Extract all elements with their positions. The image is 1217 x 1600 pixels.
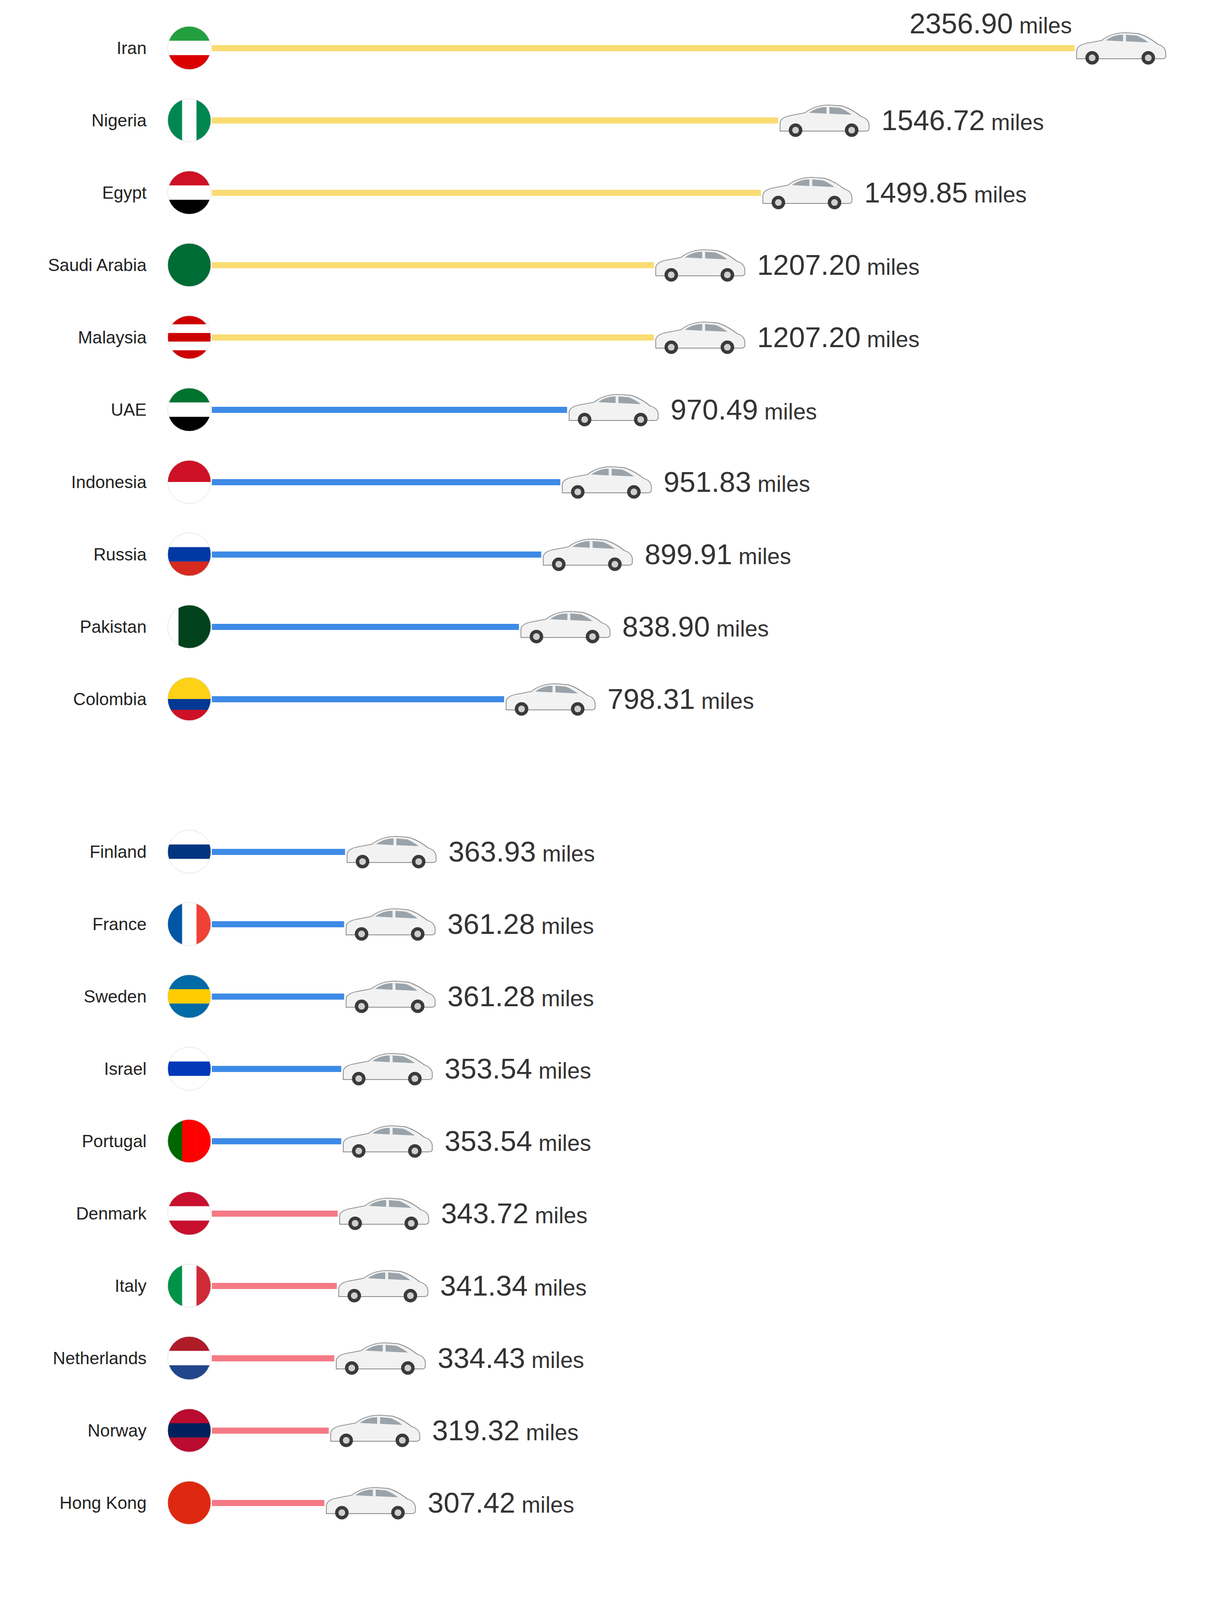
svg-text:1499.85 miles: 1499.85 miles [864, 176, 1027, 209]
svg-text:341.34 miles: 341.34 miles [440, 1269, 587, 1302]
svg-text:307.42 miles: 307.42 miles [427, 1486, 575, 1519]
svg-text:Sweden: Sweden [83, 986, 147, 1007]
svg-text:353.54 miles: 353.54 miles [444, 1124, 592, 1157]
svg-text:334.43 miles: 334.43 miles [437, 1341, 585, 1374]
svg-text:France: France [92, 914, 147, 934]
svg-text:798.31 miles: 798.31 miles [607, 682, 754, 715]
svg-text:951.83 miles: 951.83 miles [663, 465, 811, 498]
svg-text:1207.20 miles: 1207.20 miles [757, 248, 920, 281]
svg-text:Nigeria: Nigeria [91, 110, 148, 131]
svg-text:Finland: Finland [89, 842, 147, 862]
svg-text:Portugal: Portugal [81, 1131, 147, 1151]
svg-text:361.28 miles: 361.28 miles [447, 980, 595, 1013]
svg-text:Russia: Russia [93, 544, 148, 565]
svg-text:361.28 miles: 361.28 miles [447, 907, 595, 940]
svg-text:Egypt: Egypt [101, 183, 147, 203]
svg-text:UAE: UAE [110, 400, 147, 420]
svg-text:Indonesia: Indonesia [71, 472, 148, 492]
svg-text:838.90 miles: 838.90 miles [622, 610, 769, 643]
svg-text:Israel: Israel [104, 1059, 147, 1079]
svg-text:Hong Kong: Hong Kong [59, 1493, 147, 1513]
svg-text:Malaysia: Malaysia [77, 327, 147, 348]
svg-text:343.72 miles: 343.72 miles [441, 1197, 588, 1230]
svg-text:Saudi Arabia: Saudi Arabia [47, 255, 147, 275]
svg-text:353.54 miles: 353.54 miles [444, 1052, 592, 1085]
svg-text:319.32 miles: 319.32 miles [432, 1414, 579, 1447]
svg-text:899.91 miles: 899.91 miles [644, 538, 791, 571]
svg-text:Italy: Italy [114, 1276, 147, 1296]
svg-text:Colombia: Colombia [73, 689, 148, 709]
svg-text:970.49 miles: 970.49 miles [670, 393, 817, 426]
svg-text:Netherlands: Netherlands [52, 1348, 147, 1368]
svg-text:1207.20 miles: 1207.20 miles [757, 321, 920, 354]
svg-text:Pakistan: Pakistan [79, 617, 147, 637]
svg-text:Denmark: Denmark [76, 1203, 148, 1224]
svg-text:Norway: Norway [87, 1420, 148, 1441]
svg-text:Iran: Iran [116, 38, 147, 58]
svg-text:363.93 miles: 363.93 miles [448, 835, 596, 868]
svg-text:1546.72 miles: 1546.72 miles [881, 104, 1045, 137]
svg-text:2356.90 miles: 2356.90 miles [909, 7, 1072, 40]
